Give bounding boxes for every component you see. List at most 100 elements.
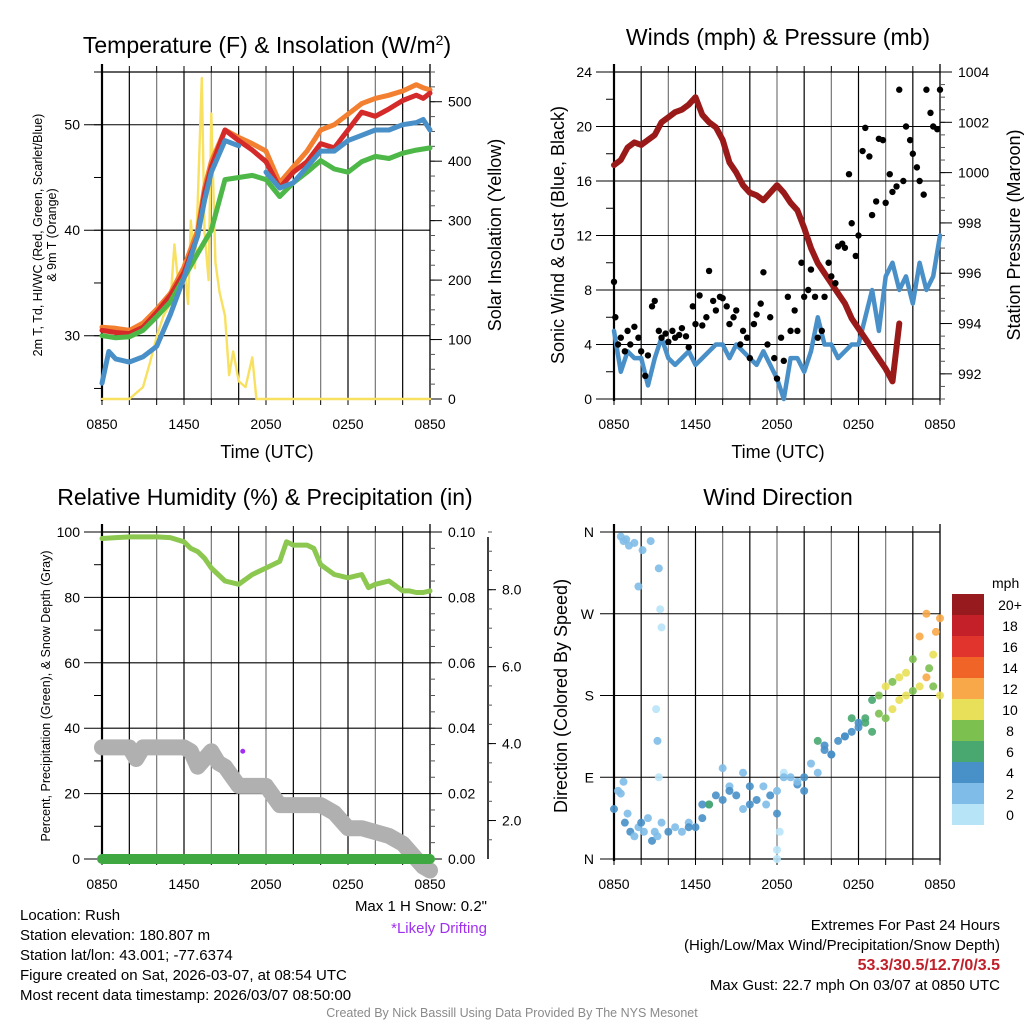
temperature-x-tick-label: 1450 xyxy=(168,416,199,432)
humidity-y-axis-label: Percent, Precipitation (Green), & Snow D… xyxy=(39,550,53,841)
panel-winds xyxy=(612,64,941,405)
wind-direction-point xyxy=(888,705,897,714)
insolation-y-tick-label: 400 xyxy=(448,153,472,169)
series-line-solar-insolation xyxy=(100,76,432,401)
legend-label: 20+ xyxy=(998,597,1022,613)
gust-point xyxy=(712,307,720,314)
wind-direction-point xyxy=(827,750,836,759)
wind-direction-point xyxy=(779,773,788,782)
latlon-text: Station lat/lon: 43.001; -77.6374 xyxy=(20,947,233,964)
gust-point xyxy=(848,220,855,227)
gust-point xyxy=(699,322,706,329)
gust-point xyxy=(818,327,826,335)
snow-depth-y-tick-label: 2.0 xyxy=(502,813,522,829)
wind-direction-point xyxy=(622,535,631,544)
recent-timestamp-text: Most recent data timestamp: 2026/03/07 0… xyxy=(20,987,352,1004)
wind-direction-point xyxy=(820,746,829,754)
gust-point xyxy=(743,334,751,341)
wind-direction-point xyxy=(623,809,632,818)
gust-point xyxy=(696,292,703,299)
gust-point xyxy=(642,372,649,380)
wind-direction-point xyxy=(868,727,877,736)
winds-x-tick-label: 0850 xyxy=(924,416,955,432)
direction-y-tick-label: S xyxy=(585,688,594,704)
gust-point xyxy=(644,352,652,359)
gust-point xyxy=(730,314,737,321)
humidity-y-tick-label: 40 xyxy=(64,720,80,736)
wind-direction-point xyxy=(773,786,781,795)
gust-point xyxy=(872,198,880,205)
wind-direction-point xyxy=(902,668,911,677)
gust-point xyxy=(852,252,859,260)
gust-point xyxy=(896,86,903,93)
gust-point xyxy=(828,273,835,280)
legend-swatch xyxy=(952,741,984,762)
gust-point xyxy=(709,297,717,305)
station-info: Location: Rush Station elevation: 180.80… xyxy=(20,906,351,1006)
wind-direction-point xyxy=(643,814,652,823)
direction-y-tick-label: N xyxy=(584,851,594,867)
gust-point xyxy=(909,150,917,157)
wind-direction-point xyxy=(638,546,647,555)
wind-direction-point xyxy=(718,795,727,804)
legend-label: 10 xyxy=(1002,702,1018,718)
winds-y-tick-label: 0 xyxy=(584,391,592,407)
gust-point xyxy=(689,303,696,310)
legend-swatch xyxy=(952,762,984,783)
temperature-x-tick-label: 0250 xyxy=(332,416,363,432)
snow-depth-y-tick-label: 6.0 xyxy=(502,659,522,675)
legend-label: 8 xyxy=(1006,723,1014,739)
legend-swatch xyxy=(952,804,984,825)
gust-point xyxy=(787,327,794,335)
wind-direction-point xyxy=(653,736,662,745)
gust-point xyxy=(746,354,754,362)
humidity-y-tick-label: 0 xyxy=(72,851,80,867)
wind-direction-point xyxy=(664,827,673,836)
winds-x-tick-label: 0850 xyxy=(598,416,629,432)
humidity-x-tick-label: 0850 xyxy=(414,876,445,892)
temperature-y-tick-label: 30 xyxy=(64,328,80,344)
gust-point xyxy=(635,334,642,341)
wind-direction-point xyxy=(739,805,748,814)
wind-direction-point xyxy=(620,818,629,827)
humidity-x-tick-label: 2050 xyxy=(250,876,281,892)
series-line-relative-humidity xyxy=(99,534,433,595)
legend-label: 16 xyxy=(1002,639,1018,655)
legend-label: 18 xyxy=(1002,618,1018,634)
wind-direction-point xyxy=(800,786,809,795)
humidity-y-tick-label: 60 xyxy=(64,655,80,671)
insolation-y-tick-label: 100 xyxy=(448,332,472,348)
wind-direction-point xyxy=(656,605,665,614)
wind-direction-point xyxy=(648,836,657,845)
wind-direction-point xyxy=(653,832,662,841)
gust-point xyxy=(866,153,873,160)
wind-direction-point xyxy=(634,582,643,591)
direction-y-tick-label: W xyxy=(581,606,595,622)
gust-point xyxy=(800,293,808,301)
winds-y-tick-label: 8 xyxy=(584,282,592,298)
gust-point xyxy=(658,334,665,341)
gust-point xyxy=(637,348,645,355)
wind-direction-point xyxy=(657,623,666,632)
winds-y-tick-label: 24 xyxy=(576,64,592,80)
wind-direction-point xyxy=(929,650,938,659)
series-line-dewpoint xyxy=(99,145,433,341)
gust-point xyxy=(631,323,638,330)
wind-direction-point xyxy=(684,823,693,832)
wind-direction-point xyxy=(908,655,917,664)
gust-point xyxy=(882,199,889,206)
snow-depth-y-tick-label: 4.0 xyxy=(502,736,522,752)
winds-x-tick-label: 0250 xyxy=(843,416,874,432)
wind-direction-point xyxy=(834,736,843,745)
gust-point xyxy=(906,136,914,144)
winds-chart-title: Winds (mph) & Pressure (mb) xyxy=(626,24,930,50)
wind-direction-point xyxy=(639,827,648,836)
wind-direction-point xyxy=(752,795,761,804)
series-line-2m-t xyxy=(99,90,433,337)
winds-y-tick-label: 12 xyxy=(576,228,592,244)
gust-point xyxy=(773,375,781,382)
wind_direction-x-tick-label: 1450 xyxy=(680,876,711,892)
wind-direction-point xyxy=(630,538,639,547)
gust-point xyxy=(737,341,744,348)
legend-swatch xyxy=(952,615,984,636)
